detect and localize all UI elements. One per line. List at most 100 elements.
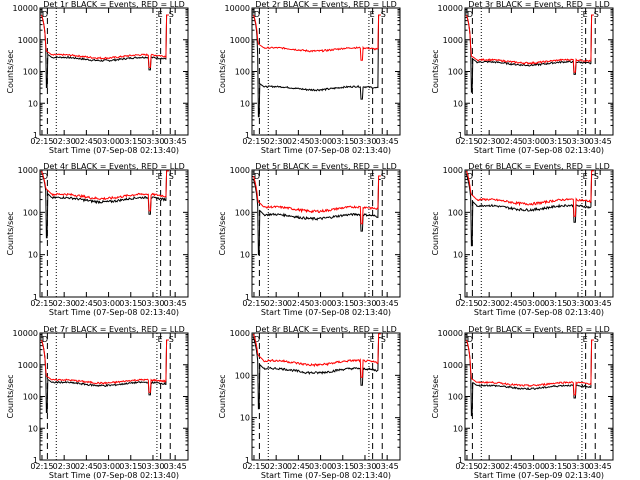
events-series-line (466, 339, 594, 417)
y-tick-label: 1 (33, 293, 38, 302)
marker-label-e: E (370, 172, 375, 181)
marker-label-d: D (467, 335, 473, 344)
marker-label-d: D (254, 335, 260, 344)
marker-label-s: S (381, 335, 386, 344)
marker-label-e: E (370, 10, 375, 19)
y-axis-label: Counts/sec (6, 211, 15, 255)
events-series-line (253, 178, 381, 256)
y-axis-label: Counts/sec (6, 374, 15, 418)
y-tick-label: 1000 (230, 36, 250, 45)
x-axis-label: Start Time (07-Sep-08 02:13:40) (261, 146, 391, 155)
x-tick-label: 03:15 (331, 137, 354, 146)
y-tick-label: 100 (448, 68, 463, 77)
y-tick-label: 1 (245, 293, 250, 302)
x-tick-label: 02:15 (455, 137, 478, 146)
marker-label-e: E (583, 335, 588, 344)
x-tick-label: 02:45 (287, 137, 310, 146)
marker-label-e: E (158, 10, 163, 19)
y-tick-label: 10 (28, 251, 38, 260)
x-tick-label: 02:45 (500, 462, 523, 471)
x-tick-label: 02:15 (30, 462, 53, 471)
y-tick-label: 1000 (18, 361, 38, 370)
lld-series-line (253, 333, 381, 378)
marker-label-s: S (381, 10, 386, 19)
panel-4: Det 4r BLACK = Events, RED = LLD 1 10 100 10… (6, 162, 189, 317)
marker-label-d: D (467, 172, 473, 181)
panel-title: Det 1r BLACK = Events, RED = LLD (43, 0, 185, 9)
x-axis-label: Start Time (07-Sep-08 02:13:40) (49, 146, 179, 155)
x-tick-label: 03:30 (566, 462, 589, 471)
y-tick-label: 100 (448, 393, 463, 402)
y-tick-label: 10 (453, 424, 463, 433)
x-tick-label: 02:30 (265, 462, 288, 471)
x-tick-label: 02:45 (75, 299, 98, 308)
lld-series-line (466, 170, 594, 217)
y-tick-label: 10 (28, 424, 38, 433)
y-tick-label: 1000 (230, 166, 250, 175)
panel-2: Det 2r BLACK = Events, RED = LLD 1 10 100 10… (218, 0, 401, 155)
y-tick-label: 100 (23, 208, 38, 217)
plot-frame (39, 169, 189, 298)
lld-series-line (41, 170, 169, 212)
x-tick-label: 02:45 (287, 462, 310, 471)
events-series-line (253, 14, 381, 118)
y-tick-label: 1000 (230, 329, 250, 338)
marker-label-s: S (169, 172, 174, 181)
x-tick-label: 03:45 (376, 462, 399, 471)
x-tick-label: 03:45 (376, 299, 399, 308)
x-tick-label: 02:45 (75, 462, 98, 471)
x-tick-label: 02:15 (30, 137, 53, 146)
x-axis-label: Start Time (07-Sep-09 02:13:40) (474, 471, 604, 480)
x-axis-label: Start Time (07-Sep-08 02:13:40) (474, 146, 604, 155)
y-tick-label: 100 (235, 208, 250, 217)
y-tick-label: 1 (245, 456, 250, 465)
y-tick-label: 1 (458, 131, 463, 140)
events-series-line (466, 174, 594, 247)
x-axis-label: Start Time (07-Sep-08 02:13:40) (49, 308, 179, 317)
y-tick-label: 10000 (438, 329, 463, 338)
x-tick-label: 02:15 (455, 462, 478, 471)
marker-label-e: E (583, 10, 588, 19)
events-series-line (41, 339, 169, 413)
panel-5: Det 5r BLACK = Events, RED = LLD 1 10 100 10… (218, 162, 401, 317)
x-tick-label: 03:15 (331, 462, 354, 471)
x-tick-label: 02:30 (478, 299, 501, 308)
x-tick-label: 03:00 (97, 299, 120, 308)
x-tick-label: 03:45 (589, 462, 612, 471)
plot-frame (39, 332, 189, 461)
x-tick-label: 02:30 (478, 462, 501, 471)
panel-6: Det 6r BLACK = Events, RED = LLD 1 10 100 10… (431, 162, 614, 317)
y-tick-label: 1000 (443, 361, 463, 370)
y-tick-label: 10 (240, 414, 250, 423)
panel-title: Det 9r BLACK = Events, RED = LLD (468, 325, 610, 334)
x-tick-label: 03:15 (119, 299, 142, 308)
x-tick-label: 02:30 (53, 137, 76, 146)
x-tick-label: 02:30 (478, 137, 501, 146)
y-tick-label: 1000 (18, 166, 38, 175)
panel-title: Det 2r BLACK = Events, RED = LLD (255, 0, 397, 9)
y-tick-label: 10000 (225, 4, 250, 13)
panel-1: Det 1r BLACK = Events, RED = LLD 1 10 100 10… (6, 0, 189, 155)
panel-title: Det 6r BLACK = Events, RED = LLD (468, 162, 610, 171)
x-tick-label: 03:45 (164, 299, 187, 308)
y-tick-label: 1000 (443, 166, 463, 175)
x-tick-label: 02:30 (265, 299, 288, 308)
y-tick-label: 100 (23, 393, 38, 402)
plot-frame (464, 169, 614, 298)
x-tick-label: 03:00 (522, 137, 545, 146)
x-axis-label: Start Time (07-Sep-08 02:13:40) (261, 308, 391, 317)
x-tick-label: 02:45 (500, 137, 523, 146)
marker-label-s: S (169, 10, 174, 19)
y-tick-label: 1000 (18, 36, 38, 45)
x-tick-label: 03:00 (522, 299, 545, 308)
panel-title: Det 8r BLACK = Events, RED = LLD (255, 325, 397, 334)
panel-3: Det 3r BLACK = Events, RED = LLD 1 10 100 10… (431, 0, 614, 155)
x-tick-label: 02:45 (500, 299, 523, 308)
y-tick-label: 10000 (13, 329, 38, 338)
y-axis-label: Counts/sec (218, 374, 227, 418)
x-axis-label: Start Time (07-Sep-08 02:13:40) (49, 471, 179, 480)
plot-frame (464, 332, 614, 461)
x-tick-label: 03:00 (97, 462, 120, 471)
marker-label-e: E (158, 335, 163, 344)
